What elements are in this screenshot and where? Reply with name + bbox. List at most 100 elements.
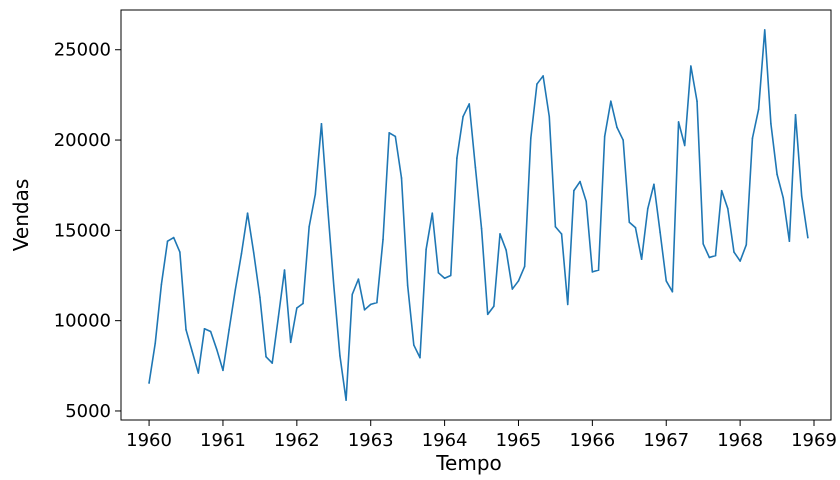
data-point [671, 290, 674, 293]
data-point [191, 350, 193, 353]
sales-series-line [148, 29, 809, 401]
data-point [566, 303, 569, 306]
data-point [326, 206, 329, 208]
data-point [800, 195, 803, 197]
data-point [394, 135, 397, 138]
x-tick-label: 1960 [126, 430, 172, 451]
x-tick-label: 1961 [200, 430, 246, 451]
data-point [782, 197, 785, 199]
data-point [536, 83, 538, 85]
data-point [388, 132, 390, 134]
data-point [770, 122, 772, 125]
data-point [449, 274, 452, 277]
data-point [727, 207, 729, 210]
x-tick-label: 1966 [569, 430, 615, 451]
data-point [234, 289, 237, 291]
x-tick-label: 1969 [791, 430, 837, 451]
data-point [794, 113, 797, 116]
data-point [320, 122, 323, 125]
data-point [807, 236, 809, 239]
data-point [480, 227, 483, 230]
x-tick-label: 1962 [274, 430, 320, 451]
data-point [296, 307, 298, 309]
data-point [591, 271, 594, 273]
data-point [763, 29, 766, 31]
data-point [530, 137, 532, 140]
data-point [252, 252, 255, 254]
data-point [314, 193, 317, 196]
data-point [597, 269, 600, 271]
data-point [733, 251, 735, 253]
data-point [659, 231, 661, 233]
data-point [585, 200, 588, 203]
data-points-layer [148, 29, 809, 401]
data-point [265, 355, 267, 358]
data-point [345, 399, 347, 401]
data-point [216, 348, 218, 351]
y-tick-label: 20000 [54, 130, 111, 151]
data-point [493, 305, 495, 308]
data-point [757, 108, 760, 111]
data-point [172, 236, 175, 239]
data-point [523, 265, 526, 268]
x-tick-label: 1968 [717, 430, 763, 451]
data-point [634, 226, 637, 229]
data-point [302, 302, 304, 305]
data-point [369, 303, 372, 306]
data-point [517, 280, 520, 282]
data-point [505, 249, 507, 252]
data-point [154, 342, 157, 345]
x-tick-label: 1967 [643, 430, 689, 451]
data-point [289, 341, 292, 344]
data-point [382, 238, 384, 241]
data-point [431, 212, 434, 214]
data-point [406, 284, 409, 287]
data-point [376, 301, 378, 304]
x-tick-label: 1963 [348, 430, 394, 451]
y-tick-label: 25000 [54, 40, 111, 61]
data-point [468, 103, 471, 105]
data-point [646, 207, 649, 210]
y-tick-label: 5000 [65, 401, 111, 422]
data-point [166, 240, 169, 242]
data-point [339, 355, 341, 357]
data-point [702, 243, 704, 245]
data-point [456, 157, 458, 159]
data-point [443, 277, 446, 280]
data-point [708, 256, 711, 259]
data-point [739, 260, 741, 262]
data-point [413, 344, 415, 346]
data-point [308, 225, 310, 228]
data-point [271, 362, 274, 364]
data-point [554, 225, 557, 228]
data-point [696, 100, 698, 103]
x-tick-label: 1965 [496, 430, 542, 451]
data-point [240, 253, 243, 255]
plot-frame [120, 9, 832, 421]
data-point [148, 382, 150, 384]
data-point [474, 166, 477, 168]
data-point [683, 144, 686, 147]
data-point [616, 126, 618, 129]
x-tick-label: 1964 [422, 430, 468, 451]
data-point [542, 75, 544, 77]
y-tick-label: 10000 [54, 311, 111, 332]
data-point [776, 173, 778, 176]
data-point [259, 296, 261, 298]
data-point [628, 221, 631, 224]
data-point [277, 316, 280, 318]
data-point [610, 100, 612, 103]
data-point [357, 278, 360, 280]
plot-area [121, 10, 831, 420]
x-axis-label: Tempo [435, 451, 502, 475]
data-point [573, 189, 575, 192]
data-point [400, 177, 403, 179]
data-point [579, 180, 581, 183]
data-point [677, 121, 680, 123]
data-point [603, 135, 606, 138]
data-point [203, 327, 206, 330]
data-point [690, 65, 692, 67]
data-point [511, 288, 514, 290]
data-point [665, 280, 668, 282]
